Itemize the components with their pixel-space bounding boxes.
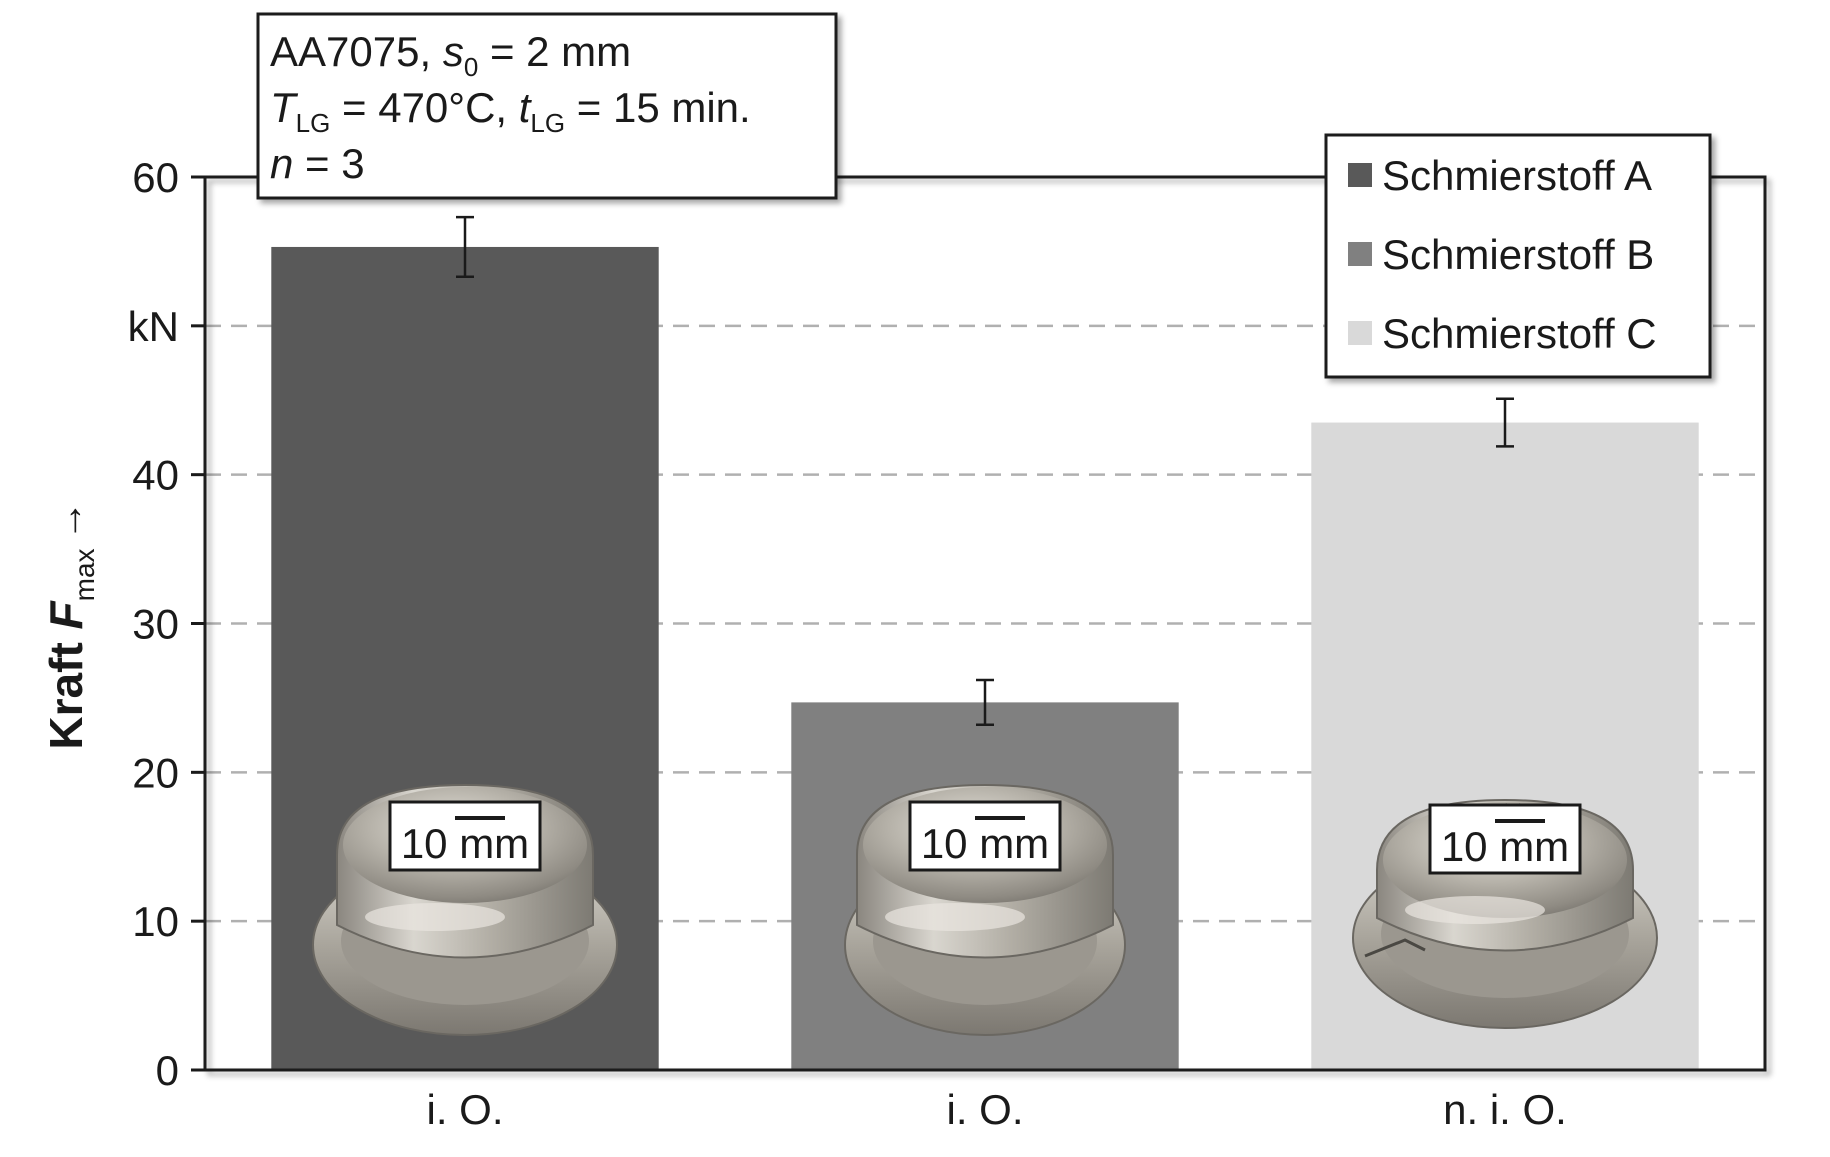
- parameter-annotation: AA7075, s0 = 2 mm TLG = 470°C, tLG = 15 …: [256, 12, 838, 200]
- legend-label: Schmierstoff C: [1382, 310, 1657, 357]
- error-bars: [456, 215, 1514, 726]
- legend-swatch: [1348, 163, 1372, 187]
- x-tick-label: i. O.: [426, 1086, 503, 1133]
- legend-label: Schmierstoff A: [1382, 152, 1652, 199]
- y-tick-label: 0: [156, 1047, 179, 1094]
- annotation-line-3: n = 3: [270, 140, 365, 187]
- scale-bar: 10 mm: [908, 800, 1062, 872]
- annotation-line-1: AA7075, s0 = 2 mm: [270, 28, 631, 82]
- scale-bar: 10 mm: [1428, 803, 1582, 875]
- legend-label: Schmierstoff B: [1382, 231, 1654, 278]
- y-tick-label: 30: [132, 601, 179, 648]
- legend-swatch: [1348, 321, 1372, 345]
- y-axis-label: Kraft Fmax→: [40, 500, 100, 749]
- y-tick-label: 20: [132, 749, 179, 796]
- x-tick-label: i. O.: [946, 1086, 1023, 1133]
- y-axis-ticks: 0 10 20 30 40 kN 60: [128, 154, 205, 1094]
- annotation-line-2: TLG = 470°C, tLG = 15 min.: [270, 84, 751, 138]
- y-tick-label: 10: [132, 898, 179, 945]
- y-tick-label: 60: [132, 154, 179, 201]
- scale-bar-label: 10 mm: [921, 820, 1049, 867]
- scale-bar-label: 10 mm: [1441, 823, 1569, 870]
- scale-bar-label: 10 mm: [401, 820, 529, 867]
- scale-bar: 10 mm: [388, 800, 542, 872]
- x-axis-labels: i. O. i. O. n. i. O.: [426, 1086, 1566, 1133]
- y-tick-label: kN: [128, 303, 179, 350]
- y-tick-label: 40: [132, 452, 179, 499]
- legend-swatch: [1348, 242, 1372, 266]
- x-tick-label: n. i. O.: [1443, 1086, 1567, 1133]
- legend: Schmierstoff A Schmierstoff B Schmierstoff…: [1324, 133, 1712, 379]
- specimen-photos: 10 mm 10 mm 10 mm: [312, 783, 1658, 1036]
